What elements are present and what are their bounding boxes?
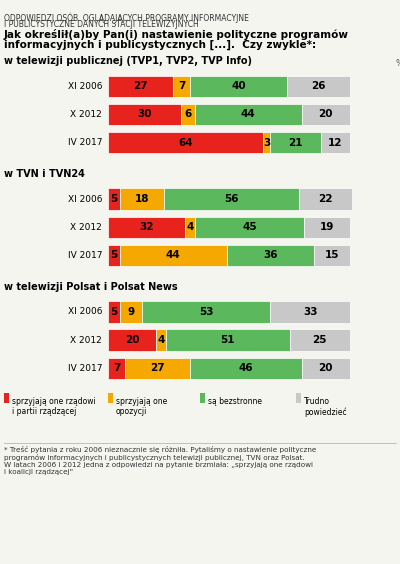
Text: 19: 19 bbox=[320, 222, 334, 232]
Text: X 2012: X 2012 bbox=[70, 223, 102, 232]
Text: 9: 9 bbox=[128, 307, 134, 317]
Bar bbox=[302, 104, 350, 125]
Text: 20: 20 bbox=[318, 109, 333, 120]
Bar bbox=[166, 329, 290, 351]
Text: 12: 12 bbox=[328, 138, 343, 148]
Bar bbox=[263, 132, 270, 153]
Text: ODPOWIEDZI OSÓB  OGLĄDAJĄCYCH PROGRAMY INFORMACYJNE: ODPOWIEDZI OSÓB OGLĄDAJĄCYCH PROGRAMY IN… bbox=[4, 13, 249, 24]
Bar bbox=[290, 329, 350, 351]
Text: IV 2017: IV 2017 bbox=[68, 364, 102, 373]
Text: 56: 56 bbox=[224, 194, 239, 204]
Bar bbox=[181, 104, 195, 125]
Text: XI 2006: XI 2006 bbox=[68, 307, 102, 316]
Bar bbox=[190, 76, 287, 97]
Text: 5: 5 bbox=[110, 307, 118, 317]
Text: 33: 33 bbox=[303, 307, 317, 317]
Bar bbox=[108, 301, 120, 323]
Text: 46: 46 bbox=[239, 363, 253, 373]
Text: w telewizji Polsat i Polsat News: w telewizji Polsat i Polsat News bbox=[4, 282, 178, 292]
Text: 4: 4 bbox=[158, 335, 165, 345]
Bar bbox=[156, 329, 166, 351]
Bar bbox=[108, 393, 113, 403]
Text: 20: 20 bbox=[318, 363, 333, 373]
Text: 32: 32 bbox=[140, 222, 154, 232]
Text: są bezstronne: są bezstronne bbox=[208, 396, 262, 406]
Text: 44: 44 bbox=[241, 109, 256, 120]
Bar bbox=[4, 393, 9, 403]
Text: 36: 36 bbox=[263, 250, 277, 261]
Text: 53: 53 bbox=[199, 307, 213, 317]
Text: sprzyjają one
opozycji: sprzyjają one opozycji bbox=[116, 396, 167, 416]
Bar bbox=[287, 76, 350, 97]
Text: w TVN i TVN24: w TVN i TVN24 bbox=[4, 169, 85, 179]
Text: 25: 25 bbox=[312, 335, 327, 345]
Text: 5: 5 bbox=[110, 250, 118, 261]
Bar bbox=[125, 358, 190, 379]
Text: 27: 27 bbox=[133, 81, 148, 91]
Bar bbox=[164, 188, 299, 210]
Text: X 2012: X 2012 bbox=[70, 336, 102, 345]
Text: %: % bbox=[396, 59, 400, 68]
Text: Jak określił(a)by Pan(i) nastawienie polityczne programów: Jak określił(a)by Pan(i) nastawienie pol… bbox=[4, 29, 349, 41]
Text: 45: 45 bbox=[242, 222, 257, 232]
Text: IV 2017: IV 2017 bbox=[68, 138, 102, 147]
Text: XI 2006: XI 2006 bbox=[68, 195, 102, 204]
Bar bbox=[195, 217, 304, 238]
Text: 6: 6 bbox=[184, 109, 192, 120]
Bar bbox=[296, 393, 301, 403]
Text: IV 2017: IV 2017 bbox=[68, 251, 102, 260]
Text: 64: 64 bbox=[178, 138, 193, 148]
Text: 5: 5 bbox=[110, 194, 118, 204]
Bar bbox=[108, 329, 156, 351]
Text: sprzyjają one rządowi
i partii rządzącej: sprzyjają one rządowi i partii rządzącej bbox=[12, 396, 96, 416]
Bar bbox=[108, 76, 173, 97]
Text: 27: 27 bbox=[150, 363, 165, 373]
Text: 20: 20 bbox=[125, 335, 140, 345]
Text: Trudno
powiedzieć: Trudno powiedzieć bbox=[304, 396, 347, 417]
Text: 44: 44 bbox=[166, 250, 181, 261]
Text: 22: 22 bbox=[318, 194, 333, 204]
Bar bbox=[304, 217, 350, 238]
Text: I PUBLICYSTYCZNE DANYCH STACJI TELEWIZYJNYCH: I PUBLICYSTYCZNE DANYCH STACJI TELEWIZYJ… bbox=[4, 20, 199, 29]
Text: 7: 7 bbox=[113, 363, 120, 373]
Bar bbox=[108, 217, 186, 238]
Bar bbox=[120, 301, 142, 323]
Text: informacyjnych i publicystycznych [...].  Czy zwykle*:: informacyjnych i publicystycznych [...].… bbox=[4, 39, 316, 50]
Bar bbox=[302, 358, 350, 379]
Bar bbox=[108, 245, 120, 266]
Bar bbox=[314, 245, 350, 266]
Text: 4: 4 bbox=[186, 222, 194, 232]
Text: 30: 30 bbox=[137, 109, 152, 120]
Bar bbox=[108, 104, 181, 125]
Text: 18: 18 bbox=[135, 194, 149, 204]
Bar bbox=[173, 76, 190, 97]
Bar bbox=[270, 132, 321, 153]
Text: XI 2006: XI 2006 bbox=[68, 82, 102, 91]
Bar bbox=[120, 188, 164, 210]
Text: 21: 21 bbox=[288, 138, 303, 148]
Bar bbox=[108, 358, 125, 379]
Text: 7: 7 bbox=[178, 81, 186, 91]
Bar bbox=[186, 217, 195, 238]
Text: 15: 15 bbox=[325, 250, 339, 261]
Bar bbox=[190, 358, 302, 379]
Text: w telewizji publicznej (TVP1, TVP2, TVP Info): w telewizji publicznej (TVP1, TVP2, TVP … bbox=[4, 56, 252, 67]
Text: 3: 3 bbox=[263, 138, 270, 148]
Bar bbox=[120, 245, 226, 266]
Text: 26: 26 bbox=[311, 81, 326, 91]
Text: * Treść pytania z roku 2006 nieznacznie się różniła. Pytaliśmy o nastawienie pol: * Treść pytania z roku 2006 nieznacznie … bbox=[4, 446, 316, 475]
Text: 51: 51 bbox=[220, 335, 235, 345]
Bar bbox=[108, 188, 120, 210]
Bar bbox=[321, 132, 350, 153]
Text: 40: 40 bbox=[231, 81, 246, 91]
Bar bbox=[270, 301, 350, 323]
Bar bbox=[200, 393, 205, 403]
Bar bbox=[299, 188, 352, 210]
Text: X 2012: X 2012 bbox=[70, 110, 102, 119]
Bar bbox=[108, 132, 263, 153]
Bar bbox=[226, 245, 314, 266]
Bar bbox=[142, 301, 270, 323]
Bar bbox=[195, 104, 302, 125]
